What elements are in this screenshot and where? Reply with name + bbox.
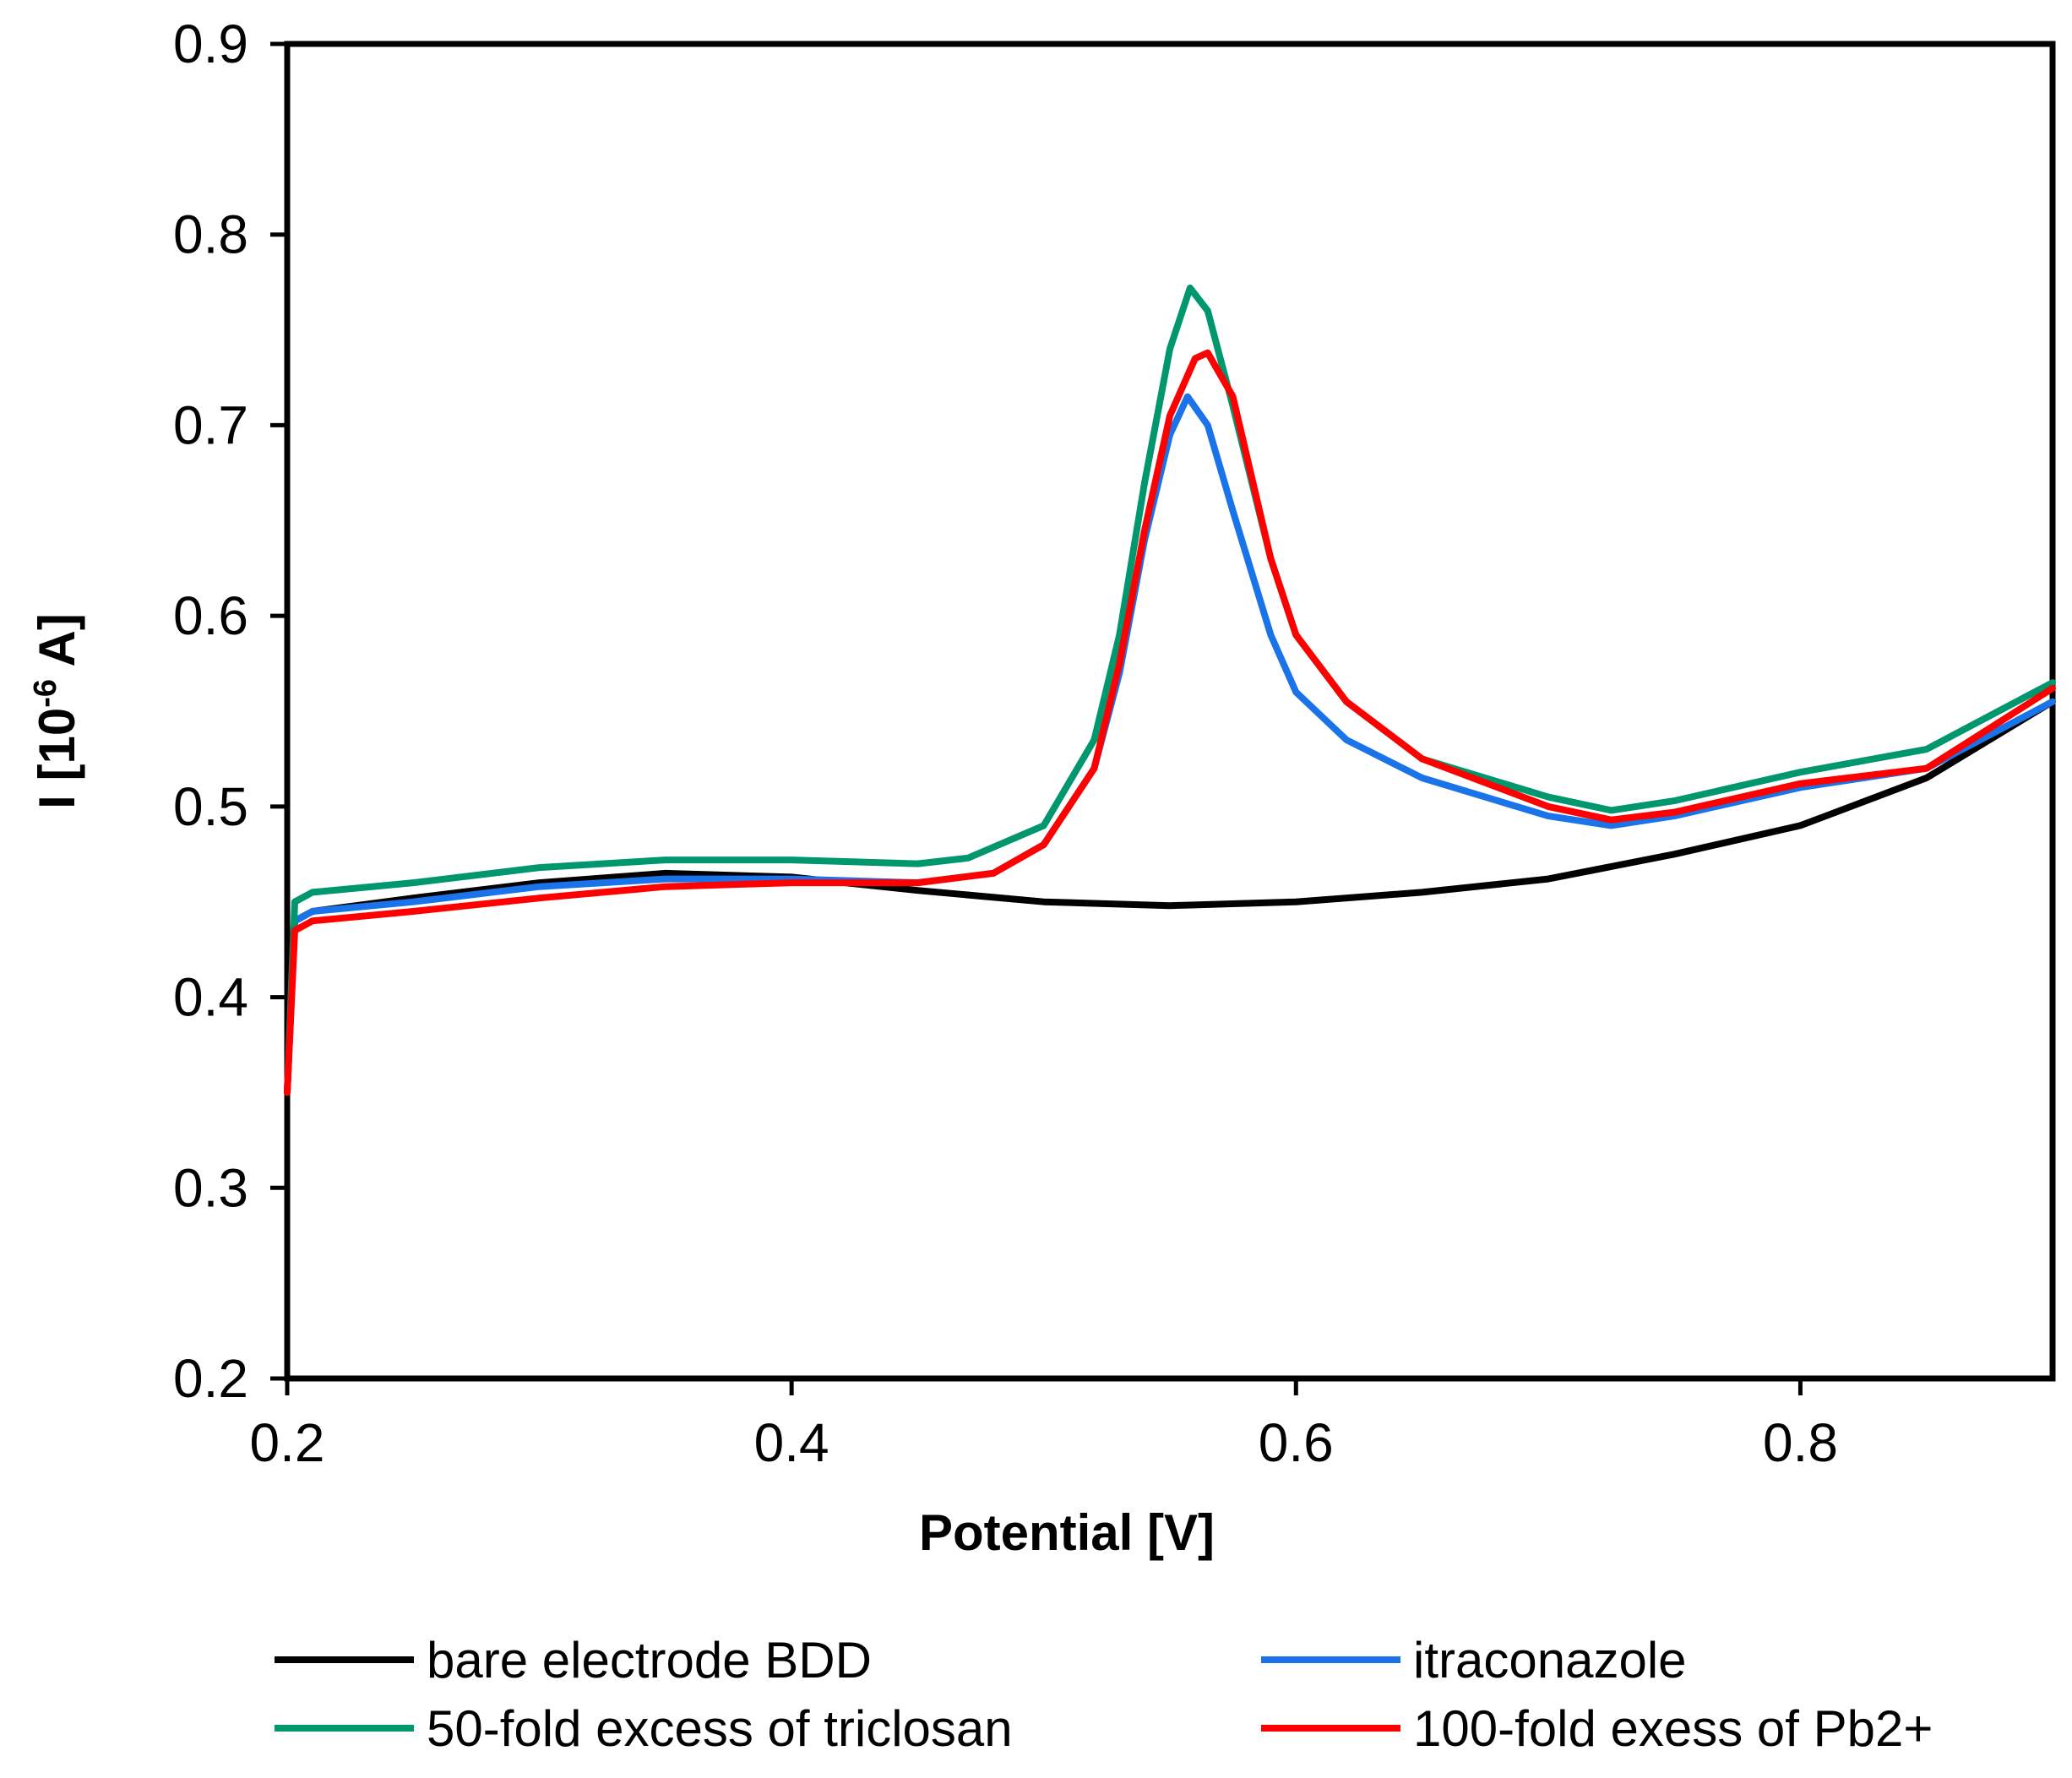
- y-tick-label: 0.4: [173, 967, 248, 1028]
- y-axis-title: I [10-6 A]: [28, 613, 85, 809]
- series-line-3: [284, 349, 2056, 1096]
- legend-entry-pb2: 100-fold exess of Pb2+: [1261, 1700, 1933, 1757]
- y-axis-title-prefix: I [10: [29, 708, 85, 809]
- legend-entry-triclosan: 50-fold excess of triclosan: [275, 1700, 1013, 1757]
- y-tick-label: 0.3: [173, 1157, 248, 1218]
- y-tick-label: 0.7: [173, 394, 248, 455]
- x-axis-ticks: 0.2 0.4 0.6 0.8: [250, 1378, 1838, 1473]
- legend-label-bare-electrode: bare electrode BDD: [427, 1632, 872, 1688]
- series-line-1: [284, 393, 2056, 1096]
- plot-area-frame: [284, 41, 2056, 1382]
- legend: bare electrode BDD itraconazole 50-fold …: [275, 1632, 1933, 1757]
- y-tick-label: 0.5: [173, 776, 248, 837]
- y-axis-title-suffix: A]: [29, 613, 85, 679]
- legend-entry-itraconazole: itraconazole: [1261, 1632, 1687, 1688]
- x-axis-title: Potential [V]: [919, 1504, 1215, 1561]
- y-tick-label: 0.8: [173, 204, 248, 265]
- legend-label-triclosan: 50-fold excess of triclosan: [427, 1700, 1013, 1757]
- y-tick-label: 0.2: [173, 1348, 248, 1409]
- x-tick-label: 0.4: [754, 1412, 829, 1473]
- x-tick-label: 0.8: [1763, 1412, 1838, 1473]
- x-tick-label: 0.6: [1259, 1412, 1334, 1473]
- y-tick-label: 0.6: [173, 585, 248, 646]
- y-axis-ticks: 0.2 0.3 0.4 0.5 0.6 0.7 0.8 0.9: [173, 14, 287, 1409]
- legend-label-pb2: 100-fold exess of Pb2+: [1413, 1700, 1933, 1757]
- legend-entry-bare-electrode: bare electrode BDD: [275, 1632, 872, 1688]
- series-line-2: [284, 284, 2056, 1096]
- series-layer: [284, 284, 2056, 1096]
- y-tick-label: 0.9: [173, 14, 248, 74]
- legend-label-itraconazole: itraconazole: [1413, 1632, 1687, 1688]
- x-tick-label: 0.2: [250, 1412, 325, 1473]
- y-axis-title-superscript: -6: [28, 679, 63, 708]
